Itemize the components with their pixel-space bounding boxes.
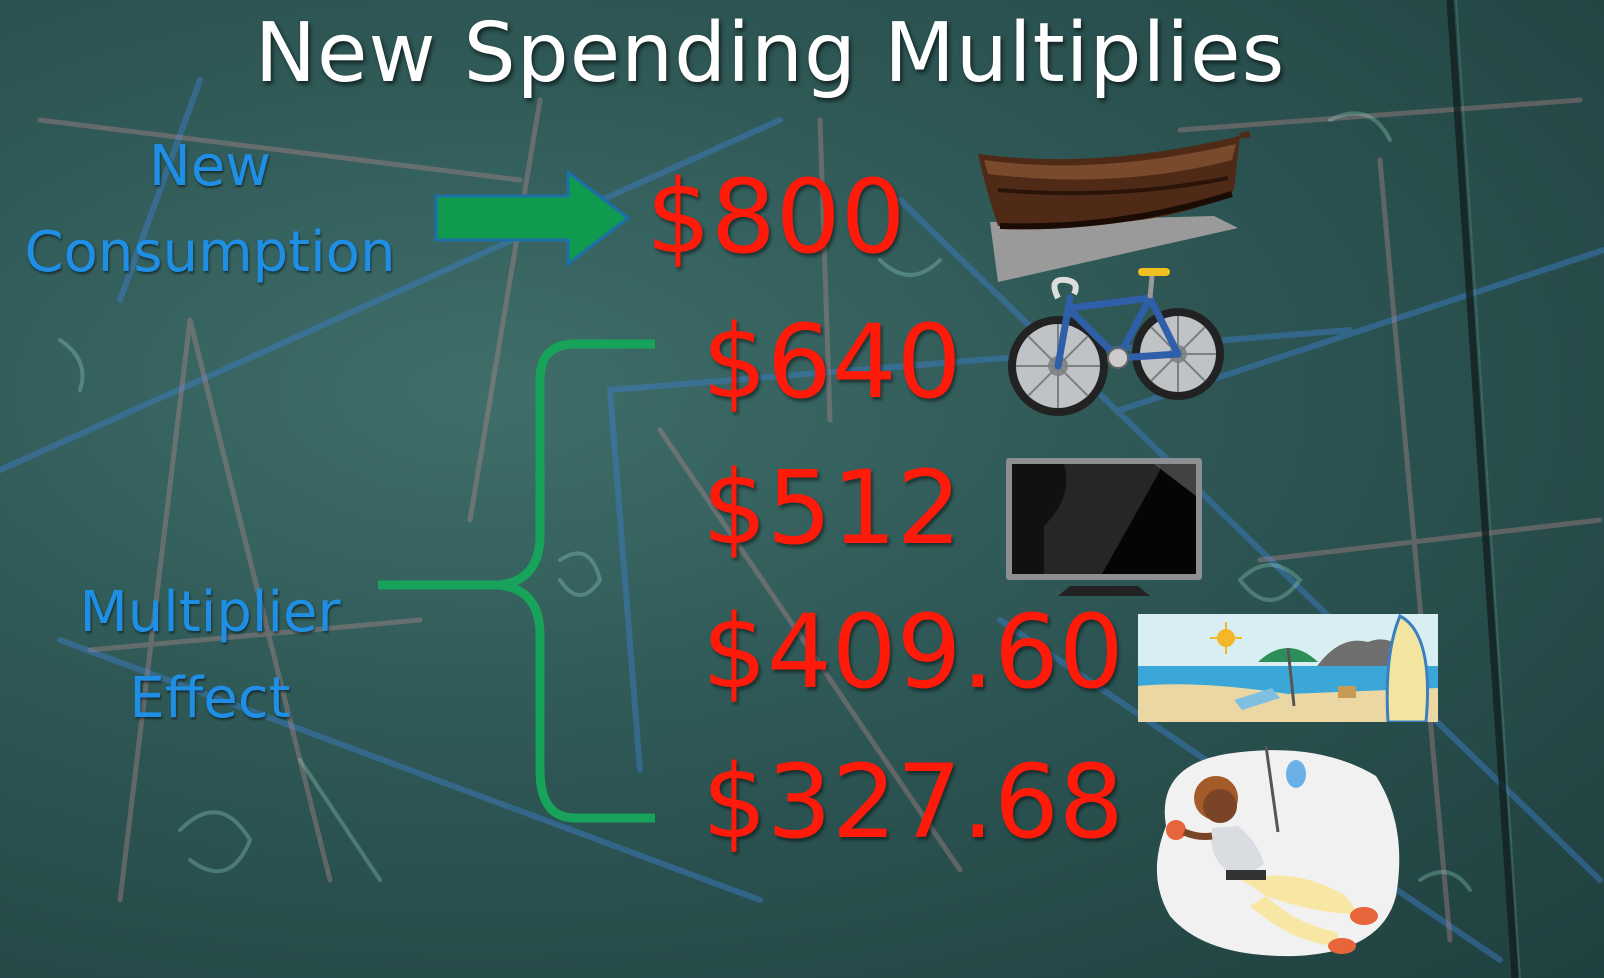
bicycle-icon — [1008, 268, 1224, 416]
multiplier-effect-label: Multiplier Effect — [0, 570, 420, 742]
amount-640: $640 — [702, 303, 962, 422]
television-icon — [1006, 458, 1202, 596]
multiplier-line1: Multiplier — [79, 580, 341, 645]
beach-icon — [1138, 614, 1438, 722]
boat-icon — [978, 131, 1251, 282]
climber-icon — [1156, 746, 1400, 957]
new-consumption-label: New Consumption — [0, 124, 420, 296]
multiplier-line2: Effect — [129, 666, 291, 731]
curly-brace — [378, 339, 655, 823]
slide-title: New Spending Multiplies — [254, 6, 1286, 101]
amount-327-68: $327.68 — [702, 743, 1124, 862]
amount-409-60: $409.60 — [702, 593, 1124, 712]
new-consumption-line1: New — [148, 134, 272, 199]
arrow-right-icon — [434, 170, 630, 266]
new-consumption-line2: Consumption — [24, 220, 396, 285]
amount-512: $512 — [702, 449, 962, 568]
amount-800: $800 — [646, 158, 906, 277]
